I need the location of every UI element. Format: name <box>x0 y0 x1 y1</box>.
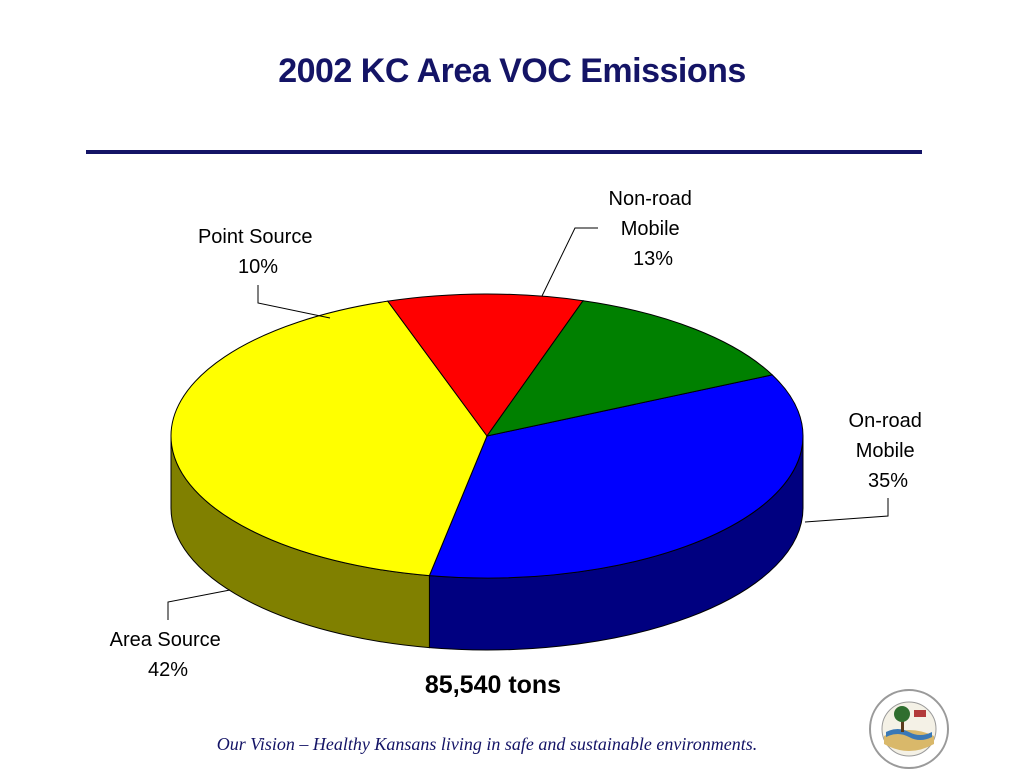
chart-title: 2002 KC Area VOC Emissions <box>278 52 746 90</box>
pie-slice-non-road-mobile <box>485 300 774 437</box>
leader-point-source <box>257 285 331 319</box>
kdhe-seal-logo <box>869 689 949 769</box>
label-point-source-percent: 10% <box>238 256 278 278</box>
label-point-source: Point Source 10% <box>198 226 318 278</box>
label-non-road-mobile-line1: Non-road <box>609 188 692 210</box>
label-area-source: Area Source 42% <box>110 629 227 681</box>
pie-tops <box>170 293 804 579</box>
leader-area-source <box>167 589 231 620</box>
pie-slice-point-source <box>386 293 584 437</box>
label-on-road-mobile-percent: 35% <box>868 470 908 492</box>
label-non-road-mobile-percent: 13% <box>633 248 673 270</box>
label-non-road-mobile-line2: Mobile <box>621 218 680 240</box>
pie-slice-on-road-mobile <box>428 374 804 579</box>
label-area-source-percent: 42% <box>148 659 188 681</box>
footer-vision: Our Vision – Healthy Kansans living in s… <box>216 734 758 754</box>
label-on-road-mobile-line2: Mobile <box>856 440 915 462</box>
label-point-source-line1: Point Source <box>198 226 313 248</box>
leader-on-road-mobile <box>804 498 889 523</box>
title-rule <box>86 150 922 154</box>
label-on-road-mobile-line1: On-road <box>849 410 922 432</box>
pie-slice-area-source <box>170 300 488 577</box>
label-non-road-mobile: Non-road Mobile 13% <box>609 188 698 270</box>
total-tons-label: 85,540 tons <box>425 671 561 699</box>
label-area-source-line1: Area Source <box>110 629 221 651</box>
leader-non-road-mobile <box>541 227 598 297</box>
leader-lines <box>167 227 889 620</box>
label-on-road-mobile: On-road Mobile 35% <box>849 410 928 492</box>
